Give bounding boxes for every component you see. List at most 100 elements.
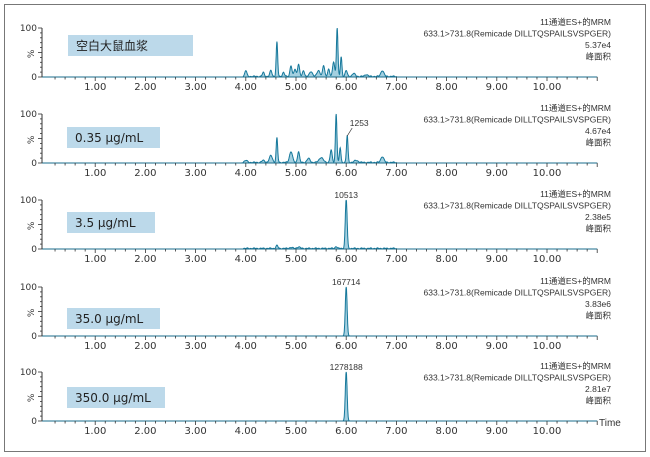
x-tick-label: 9.00 [486, 82, 508, 93]
x-tick-label: 5.00 [285, 341, 307, 352]
x-tick-label: 1.00 [84, 341, 106, 352]
peak-label: 10513 [334, 190, 358, 200]
y-tick-label-100: 100 [20, 110, 37, 120]
sample-label: 35.0 μg/mL [75, 312, 144, 326]
annotation-transition: 633.1>731.8(Remicade DILLTQSPAILSVSPGER) [424, 201, 612, 211]
x-tick-label: 5.00 [285, 426, 307, 437]
x-tick-label: 4.00 [235, 82, 257, 93]
chromatogram-panel: 空白大鼠血浆 11通道ES+的MRM 633.1>731.8(Remicade DI… [20, 17, 612, 93]
x-tick-label: 3.00 [184, 168, 206, 179]
x-tick-label: 2.00 [134, 168, 156, 179]
x-tick-label: 8.00 [435, 168, 457, 179]
x-tick-label: 2.00 [134, 82, 156, 93]
x-tick-label: 9.00 [486, 341, 508, 352]
x-tick-label: 4.00 [235, 341, 257, 352]
y-axis-title: % [27, 49, 37, 58]
x-tick-label: 7.00 [385, 426, 407, 437]
y-axis-title: % [27, 393, 37, 402]
x-tick-label: 8.00 [435, 426, 457, 437]
sample-label: 空白大鼠血浆 [76, 38, 148, 53]
y-tick-label-0: 0 [31, 332, 37, 342]
x-tick-label: 10.00 [533, 82, 562, 93]
annotation-scale: 4.67e4 [585, 126, 611, 136]
annotation-transition: 633.1>731.8(Remicade DILLTQSPAILSVSPGER) [424, 115, 612, 125]
x-tick-label: 2.00 [134, 426, 156, 437]
sample-label: 0.35 μg/mL [75, 131, 144, 145]
sample-label-box [67, 127, 160, 148]
annotation-channel: 11通道ES+的MRM [540, 189, 611, 199]
sample-label-box [67, 308, 160, 329]
x-tick-label: 5.00 [285, 168, 307, 179]
x-tick-label: 7.00 [385, 254, 407, 265]
annotation-channel: 11通道ES+的MRM [540, 103, 611, 113]
y-tick-label-100: 100 [20, 196, 37, 206]
peak-label-leader [346, 127, 353, 137]
x-tick-label: 4.00 [235, 168, 257, 179]
x-tick-label: 7.00 [385, 341, 407, 352]
x-tick-label: 1.00 [84, 254, 106, 265]
annotation-transition: 633.1>731.8(Remicade DILLTQSPAILSVSPGER) [424, 29, 612, 39]
x-tick-label: 2.00 [134, 254, 156, 265]
x-tick-label: 2.00 [134, 341, 156, 352]
annotation-area-label: 峰面积 [585, 396, 611, 406]
y-tick-label-0: 0 [31, 417, 37, 427]
x-tick-label: 6.00 [335, 82, 357, 93]
x-tick-label: 6.00 [335, 254, 357, 265]
sample-label: 3.5 μg/mL [75, 216, 136, 230]
x-tick-label: 7.00 [385, 82, 407, 93]
x-tick-label: 10.00 [533, 426, 562, 437]
sample-label-box [67, 212, 155, 233]
annotation-transition: 633.1>731.8(Remicade DILLTQSPAILSVSPGER) [424, 373, 612, 383]
x-tick-label: 5.00 [285, 82, 307, 93]
annotation-channel: 11通道ES+的MRM [540, 17, 611, 27]
x-tick-label: 8.00 [435, 341, 457, 352]
x-tick-label: 5.00 [285, 254, 307, 265]
y-tick-label-100: 100 [20, 368, 37, 378]
x-tick-label: 3.00 [184, 254, 206, 265]
x-tick-label: 10.00 [533, 254, 562, 265]
annotation-scale: 5.37e4 [585, 40, 611, 50]
y-axis-title: % [27, 135, 37, 144]
x-tick-label: 6.00 [335, 426, 357, 437]
sample-label: 350.0 μg/mL [75, 391, 151, 405]
chromatogram-panel: 35.0 μg/mL 11通道ES+的MRM 633.1>731.8(Remicad… [20, 276, 612, 352]
x-tick-label: 1.00 [84, 426, 106, 437]
annotation-scale: 2.81e7 [585, 384, 611, 394]
annotation-area-label: 峰面积 [585, 311, 611, 321]
x-tick-label: 6.00 [335, 168, 357, 179]
annotation-area-label: 峰面积 [585, 138, 611, 148]
y-axis-title: % [27, 308, 37, 317]
peak-label: 167714 [332, 277, 361, 287]
x-axis-title: Time [599, 418, 621, 429]
x-tick-label: 9.00 [486, 426, 508, 437]
chromatogram-panel: 3.5 μg/mL 11通道ES+的MRM 633.1>731.8(Remicade… [20, 189, 612, 265]
annotation-transition: 633.1>731.8(Remicade DILLTQSPAILSVSPGER) [424, 288, 612, 298]
x-tick-label: 9.00 [486, 168, 508, 179]
x-tick-label: 1.00 [84, 168, 106, 179]
x-tick-label: 6.00 [335, 341, 357, 352]
annotation-scale: 2.38e5 [585, 212, 611, 222]
x-tick-label: 3.00 [184, 426, 206, 437]
y-tick-label-100: 100 [20, 283, 37, 293]
y-tick-label-0: 0 [31, 73, 37, 83]
x-tick-label: 3.00 [184, 341, 206, 352]
sample-label-box [68, 35, 193, 56]
x-tick-label: 3.00 [184, 82, 206, 93]
peak-label: 1278188 [330, 362, 363, 372]
x-tick-label: 9.00 [486, 254, 508, 265]
y-axis-title: % [27, 221, 37, 230]
chromatogram-panel: 350.0 μg/mL 11通道ES+的MRM 633.1>731.8(Remica… [20, 361, 612, 437]
annotation-channel: 11通道ES+的MRM [540, 361, 611, 371]
annotation-channel: 11通道ES+的MRM [540, 276, 611, 286]
sample-label-box [67, 387, 165, 408]
chromatogram-panel: 0.35 μg/mL 11通道ES+的MRM 633.1>731.8(Remicad… [20, 103, 612, 179]
y-tick-label-0: 0 [31, 245, 37, 255]
x-tick-label: 4.00 [235, 254, 257, 265]
x-tick-label: 7.00 [385, 168, 407, 179]
y-tick-label-100: 100 [20, 24, 37, 34]
x-tick-label: 8.00 [435, 82, 457, 93]
x-tick-label: 1.00 [84, 82, 106, 93]
x-tick-label: 10.00 [533, 341, 562, 352]
annotation-area-label: 峰面积 [585, 52, 611, 62]
